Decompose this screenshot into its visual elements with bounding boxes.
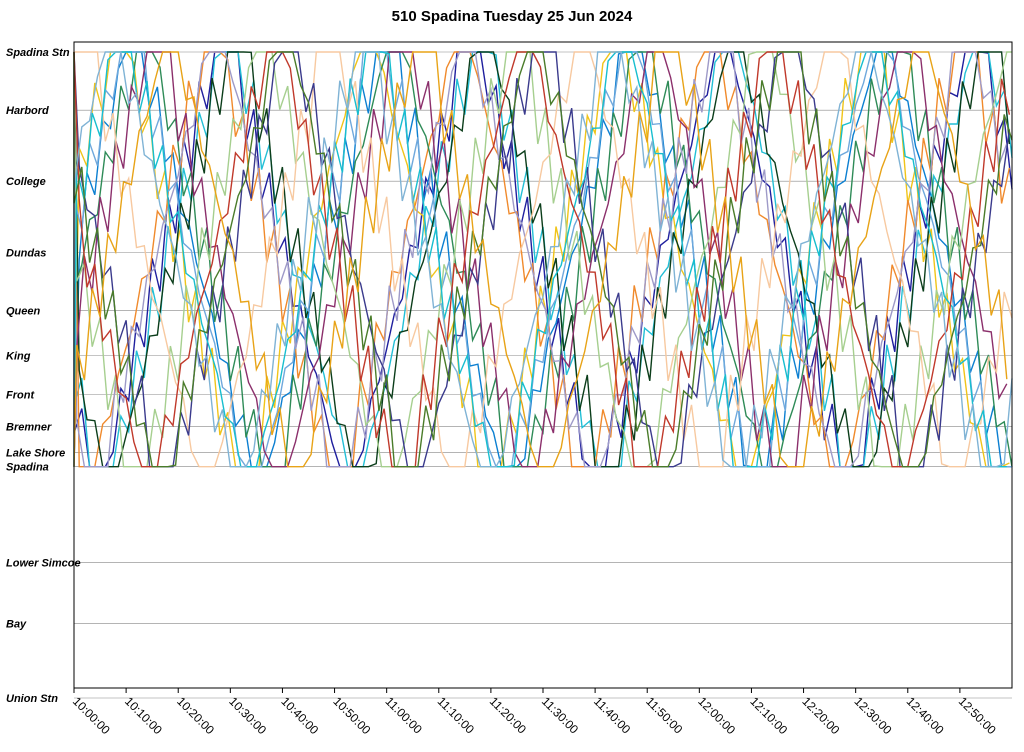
x-tick-label: 11:10:00 [435,694,478,737]
vehicle-line [73,51,1008,468]
stop-label: Harbord [6,105,49,117]
x-tick-label: 10:50:00 [330,694,373,737]
stop-label: Bremner [6,422,52,434]
x-tick-label: 10:40:00 [278,694,321,737]
vehicle-line [73,51,1012,468]
stop-label: Dundas [6,247,46,259]
vehicle-line [73,51,1011,468]
x-tick-label: 11:30:00 [539,694,582,737]
x-tick-label: 12:10:00 [747,694,790,737]
vehicle-line [73,51,1008,468]
x-tick-label: 11:40:00 [591,694,634,737]
vehicle-line [73,51,1011,468]
stop-label: Lake Shore [6,448,65,460]
vehicle-line [73,51,1013,468]
x-tick-label: 12:40:00 [904,694,947,737]
vehicle-line [73,51,1013,468]
x-tick-label: 12:30:00 [852,694,895,737]
stop-label: Bay [6,619,27,631]
x-axis-ticks: 10:00:00 10:10:00 10:20:00 10:30:00 10:40:00… [70,688,999,737]
stop-label: Spadina Stn [6,47,70,59]
vehicle-line [73,51,1008,468]
x-tick-label: 10:20:00 [174,694,217,737]
stop-labels: Spadina Stn Harbord College Dundas Queen King… [6,47,81,705]
x-tick-label: 11:20:00 [487,694,530,737]
vehicle-lines [73,51,1013,468]
vehicle-line [73,51,1013,468]
vehicle-line [73,51,1013,468]
stop-label: Queen [6,305,41,317]
stop-label: Spadina [6,462,49,474]
stop-label: College [6,176,46,188]
vehicle-line [73,51,1012,468]
x-tick-label: 10:30:00 [226,694,269,737]
x-tick-label: 11:00:00 [383,694,426,737]
stop-label: Union Stn [6,693,58,705]
vehicle-line [73,51,1007,468]
x-tick-label: 12:00:00 [695,694,738,737]
stop-label: King [6,351,31,363]
x-tick-label: 10:10:00 [122,694,165,737]
stop-label: Lower Simcoe [6,557,81,569]
x-tick-label: 11:50:00 [643,694,686,737]
chart-title: 510 Spadina Tuesday 25 Jun 2024 [391,8,633,25]
stop-label: Front [6,389,35,401]
x-tick-label: 12:20:00 [799,694,842,737]
vehicle-line [73,51,1011,468]
x-tick-label: 12:50:00 [956,694,999,737]
x-tick-label: 10:00:00 [70,694,113,737]
